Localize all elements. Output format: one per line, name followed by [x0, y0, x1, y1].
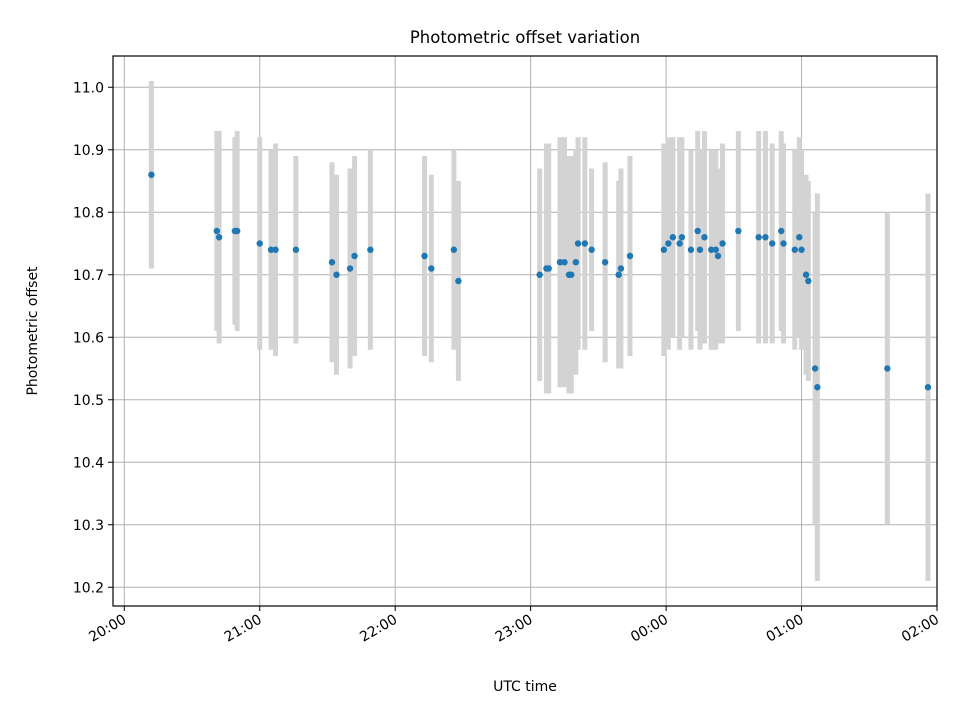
data-point: [665, 240, 672, 247]
y-tick-label: 10.7: [73, 268, 104, 284]
data-point: [272, 246, 279, 253]
y-axis-label: Photometric offset: [25, 266, 41, 396]
data-point: [796, 234, 803, 241]
data-point: [669, 234, 677, 241]
y-tick-label: 10.4: [73, 455, 104, 471]
data-point: [351, 252, 358, 260]
data-point: [601, 259, 609, 266]
data-point: [455, 277, 462, 285]
data-point: [568, 271, 575, 278]
data-point: [814, 384, 821, 391]
data-point: [213, 227, 221, 235]
data-point: [574, 240, 582, 247]
data-point: [256, 240, 263, 247]
y-tick-label: 10.9: [73, 143, 104, 159]
data-point: [802, 271, 810, 278]
data-point: [762, 234, 769, 241]
data-point: [450, 246, 458, 253]
data-point: [328, 259, 336, 266]
data-point: [148, 171, 155, 178]
data-point: [769, 240, 776, 247]
x-tick-label: 01:00: [764, 612, 807, 646]
data-point: [755, 234, 762, 241]
data-point: [233, 227, 241, 235]
data-point: [719, 240, 726, 247]
x-tick-label: 20:00: [86, 612, 129, 646]
plot-frame: [112, 55, 938, 607]
data-point: [572, 259, 579, 266]
x-tick-label: 02:00: [899, 612, 942, 646]
grid: [113, 56, 938, 606]
x-tick-label: 21:00: [222, 612, 265, 646]
data-point: [811, 365, 819, 372]
data-point: [561, 259, 568, 266]
data-point: [735, 227, 742, 235]
data-point: [805, 277, 812, 285]
chart-title: Photometric offset variation: [410, 28, 640, 47]
data-point: [924, 384, 932, 391]
data-point: [428, 265, 435, 272]
y-tick-label: 11.0: [73, 80, 104, 96]
data-point: [267, 246, 275, 253]
x-tick-label: 22:00: [357, 612, 400, 646]
data-point: [687, 246, 695, 253]
data-point: [798, 246, 805, 253]
data-points: [148, 171, 932, 391]
data-point: [536, 271, 543, 278]
data-point: [292, 246, 300, 253]
data-point: [617, 265, 625, 272]
data-point: [421, 252, 428, 260]
data-point: [615, 271, 622, 278]
y-tick-label: 10.2: [73, 580, 104, 596]
y-tick-label: 10.8: [73, 205, 104, 221]
data-point: [660, 246, 668, 253]
x-axis: 20:00 21:00 22:00 23:00 00:00 01:00 02:00: [86, 606, 942, 646]
data-point: [708, 246, 715, 253]
data-point: [780, 240, 787, 247]
y-axis: 10.2 10.3 10.4 10.5 10.6 10.7 10.8 10.9 11.0: [73, 80, 113, 596]
data-point: [712, 246, 719, 253]
data-point: [346, 265, 354, 272]
data-point: [588, 246, 595, 253]
data-point: [333, 271, 340, 278]
x-tick-label: 00:00: [628, 612, 671, 646]
data-point: [676, 240, 683, 247]
y-tick-label: 10.3: [73, 518, 104, 534]
data-point: [714, 252, 722, 260]
data-point: [215, 234, 223, 241]
data-point: [694, 227, 701, 235]
y-tick-label: 10.5: [73, 393, 104, 409]
data-point: [884, 365, 891, 372]
data-point: [556, 259, 564, 266]
data-point: [791, 246, 798, 253]
y-tick-label: 10.6: [73, 330, 104, 346]
data-point: [545, 265, 552, 272]
data-point: [626, 252, 634, 260]
data-point: [696, 246, 704, 253]
x-axis-label: UTC time: [493, 679, 557, 695]
data-point: [367, 246, 374, 253]
x-tick-label: 23:00: [493, 612, 536, 646]
data-point: [678, 234, 686, 241]
data-point: [778, 227, 785, 235]
data-point: [581, 240, 589, 247]
data-point: [701, 234, 708, 241]
